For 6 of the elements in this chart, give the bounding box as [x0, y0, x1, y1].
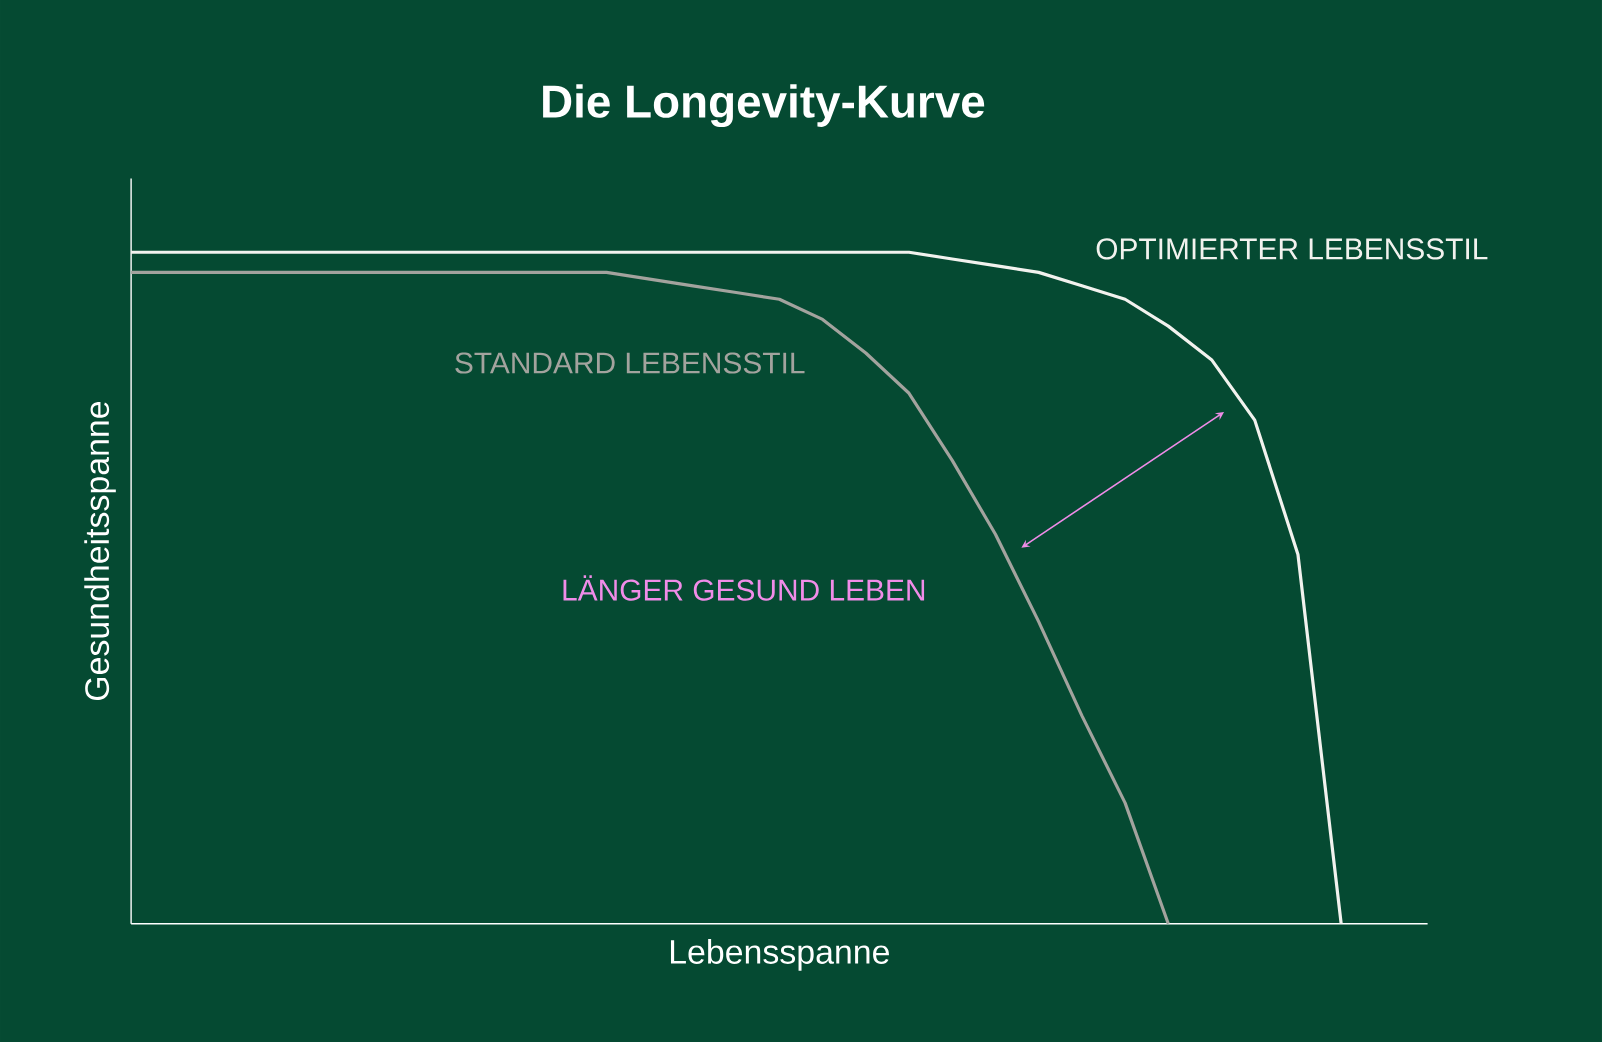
y-axis-title: Gesundheitsspanne [84, 401, 116, 700]
x-axis-title: Lebensspanne [670, 938, 889, 971]
series-label: OPTIMIERTER LEBENSSTIL [1096, 238, 1488, 260]
annotation: LÄNGER GESUND LEBEN [563, 575, 925, 601]
chart-title: Die Longevity-Kurve [543, 83, 985, 127]
series-label: STANDARD LEBENSSTIL [455, 352, 805, 374]
